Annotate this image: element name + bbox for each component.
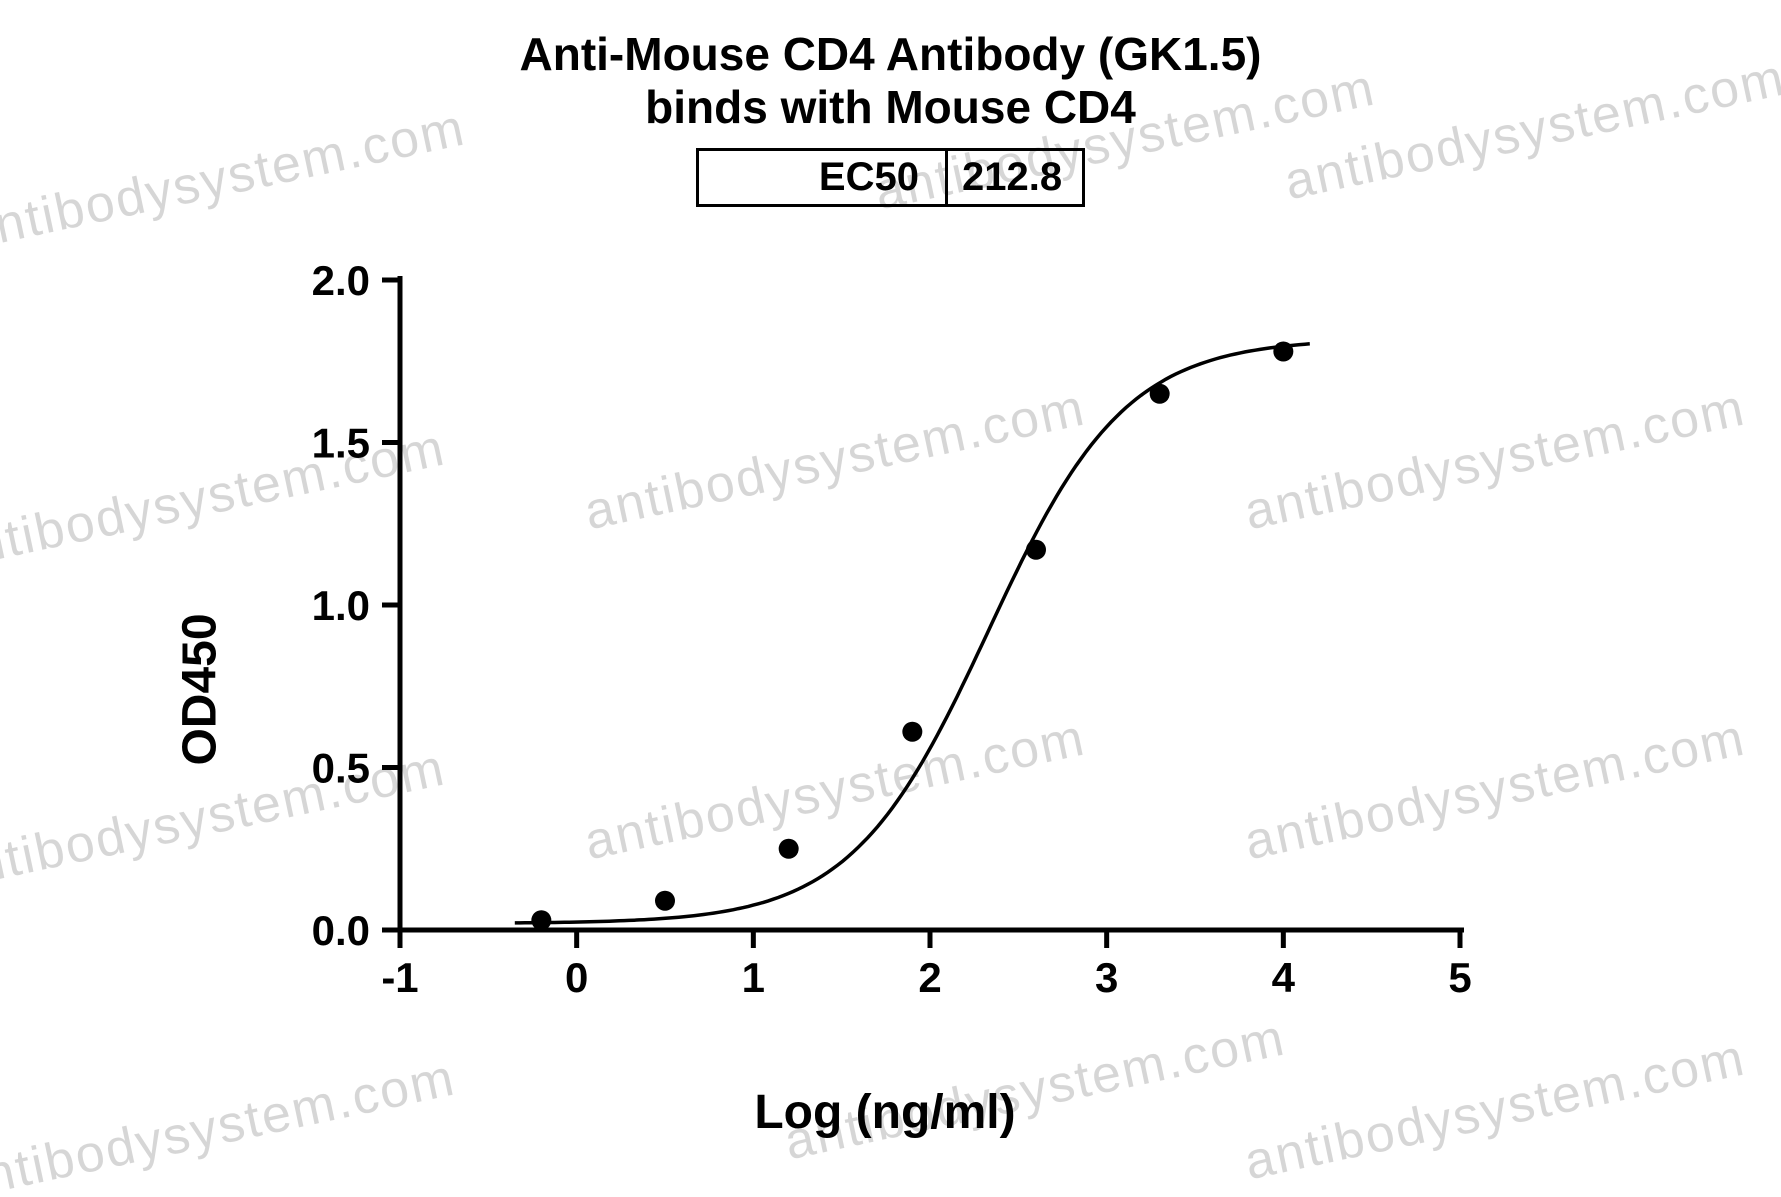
y-tick-label: 1.0 xyxy=(312,582,370,629)
y-tick-label: 0.5 xyxy=(312,745,370,792)
figure-container: Anti-Mouse CD4 Antibody (GK1.5) binds wi… xyxy=(0,0,1781,1197)
y-axis-label: OD450 xyxy=(173,613,228,765)
title-block: Anti-Mouse CD4 Antibody (GK1.5) binds wi… xyxy=(0,28,1781,207)
y-tick-label: 2.0 xyxy=(312,257,370,304)
title-line-1: Anti-Mouse CD4 Antibody (GK1.5) xyxy=(0,28,1781,81)
x-tick-label: 4 xyxy=(1272,954,1296,1001)
data-point xyxy=(1150,384,1170,404)
x-tick-label: 3 xyxy=(1095,954,1118,1001)
ec50-label-cell: EC50 xyxy=(697,149,946,205)
ec50-value-cell: 212.8 xyxy=(946,149,1083,205)
chart-area: OD450 0.00.51.01.52.0-1012345 Log (ng/ml… xyxy=(210,270,1560,1120)
x-tick-label: 1 xyxy=(742,954,765,1001)
y-tick-label: 1.5 xyxy=(312,420,370,467)
title-line-2: binds with Mouse CD4 xyxy=(0,81,1781,134)
data-point xyxy=(779,839,799,859)
x-tick-label: -1 xyxy=(381,954,418,1001)
data-point xyxy=(655,891,675,911)
fit-curve xyxy=(515,344,1310,923)
table-row: EC50 212.8 xyxy=(697,149,1083,205)
data-point xyxy=(1026,540,1046,560)
y-tick-label: 0.0 xyxy=(312,907,370,954)
x-tick-label: 0 xyxy=(565,954,588,1001)
x-axis-label: Log (ng/ml) xyxy=(210,1085,1560,1140)
ec50-table: EC50 212.8 xyxy=(696,148,1085,207)
data-point xyxy=(1273,342,1293,362)
data-point xyxy=(902,722,922,742)
plot-svg: 0.00.51.01.52.0-1012345 xyxy=(290,270,1510,1040)
data-point xyxy=(531,910,551,930)
x-tick-label: 5 xyxy=(1448,954,1471,1001)
x-tick-label: 2 xyxy=(918,954,941,1001)
